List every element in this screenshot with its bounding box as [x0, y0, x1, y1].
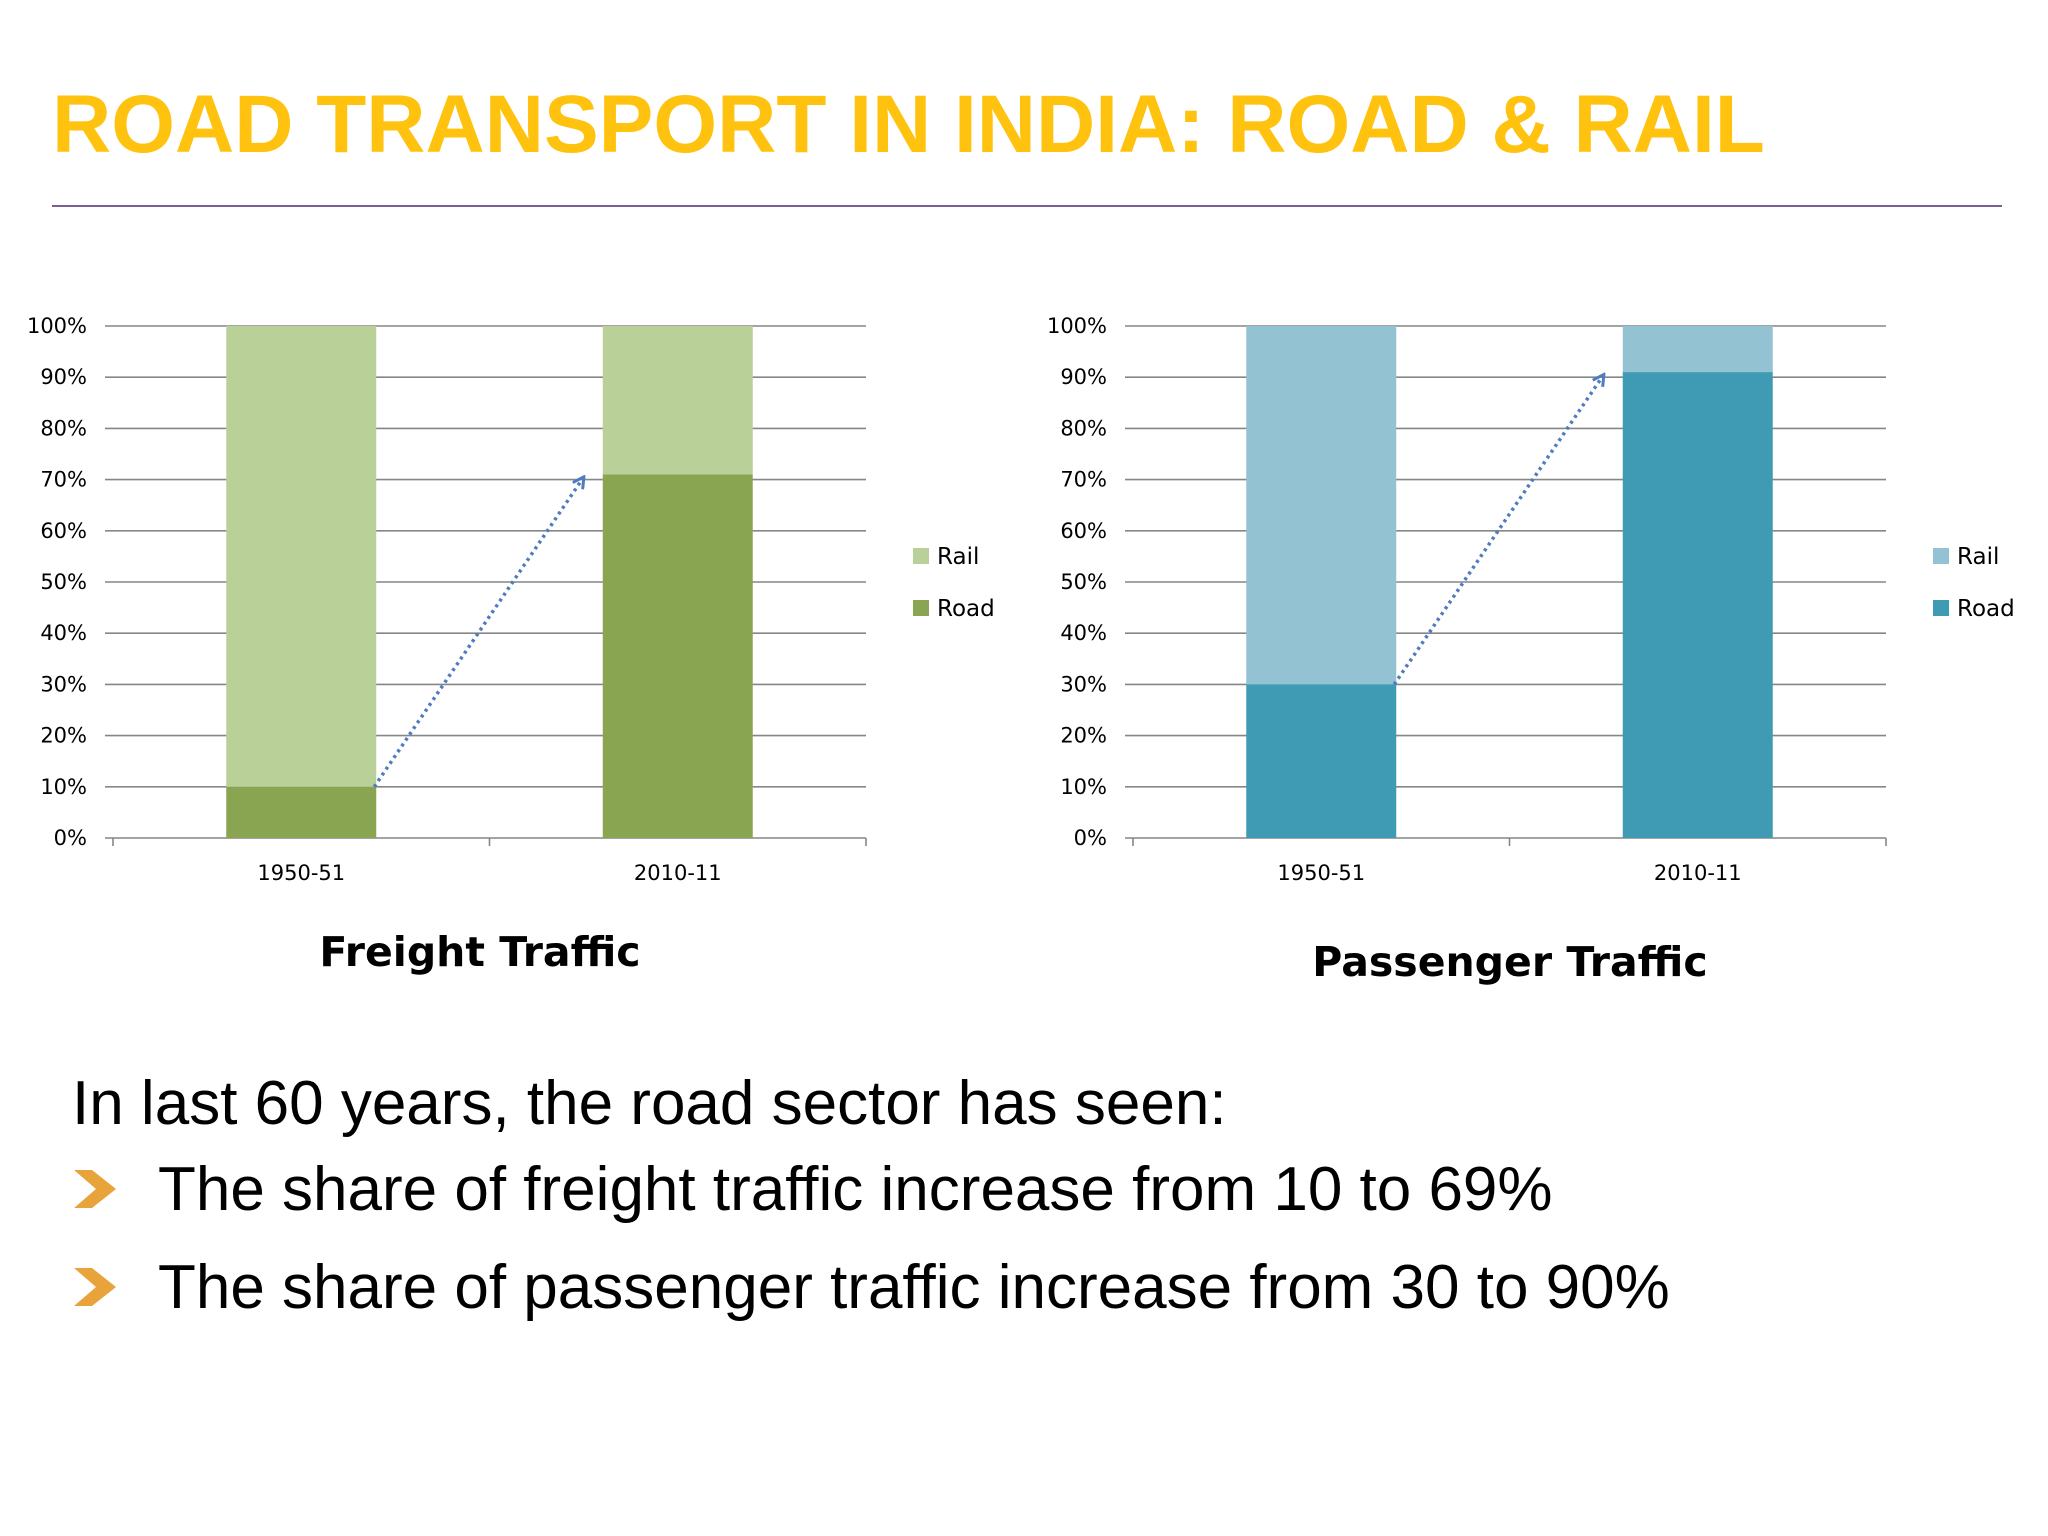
legend-label-rail: Rail: [937, 544, 979, 570]
slide-title: ROAD TRANSPORT IN INDIA: ROAD & RAIL: [52, 79, 1765, 170]
y-tick-label: 80%: [40, 416, 87, 440]
y-tick-label: 90%: [40, 365, 87, 389]
legend-label-rail: Rail: [1957, 544, 1999, 570]
legend-swatch-rail: [913, 548, 929, 564]
y-tick-label: 40%: [1060, 621, 1107, 645]
freight-chart-panel: 0% 10% 20% 30% 40% 50% 60% 70% 80% 90% 100% 1950-51…: [0, 300, 1020, 1020]
y-tick-label: 30%: [1060, 672, 1107, 696]
x-tick-label: 2010-11: [634, 861, 722, 885]
bar-road-2010-11: [1622, 372, 1773, 838]
legend-swatch-rail: [1933, 548, 1949, 564]
y-tick-label: 50%: [40, 570, 87, 594]
passenger-chart-caption: Passenger Traffic: [1312, 938, 1708, 986]
x-tick-label: 1950-51: [1277, 861, 1365, 885]
bullet-text: The share of passenger traffic increase …: [158, 1252, 1670, 1322]
y-tick-label: 20%: [1060, 724, 1107, 748]
y-tick-label: 100%: [1047, 314, 1107, 338]
y-tick-label: 30%: [40, 672, 87, 696]
passenger-chart: 0% 10% 20% 30% 40% 50% 60% 70% 80% 90% 100% 1950-51…: [1047, 314, 2015, 885]
bar-rail-1950-51: [1246, 326, 1397, 685]
y-tick-label: 80%: [1060, 416, 1107, 440]
bar-rail-1950-51: [226, 326, 377, 787]
bar-rail-2010-11: [602, 326, 753, 475]
bar-road-1950-51: [1246, 684, 1397, 838]
y-tick-label: 60%: [40, 519, 87, 543]
bar-rail-2010-11: [1622, 326, 1773, 373]
y-tick-label: 60%: [1060, 519, 1107, 543]
legend-label-road: Road: [1957, 596, 2015, 622]
bullet-text: The share of freight traffic increase fr…: [158, 1154, 1553, 1224]
bar-road-2010-11: [602, 474, 753, 838]
legend-swatch-road: [913, 600, 929, 616]
bullet-item: The share of freight traffic increase fr…: [72, 1140, 1670, 1238]
x-tick-label: 1950-51: [257, 861, 345, 885]
summary-text: In last 60 years, the road sector has se…: [72, 1068, 1670, 1336]
trend-arrow: [372, 478, 583, 788]
y-tick-label: 90%: [1060, 365, 1107, 389]
y-tick-label: 20%: [40, 724, 87, 748]
chevron-right-icon: [74, 1268, 116, 1306]
bullet-item: The share of passenger traffic increase …: [72, 1238, 1670, 1336]
chevron-right-icon: [74, 1170, 116, 1208]
y-tick-label: 10%: [1060, 775, 1107, 799]
y-tick-label: 0%: [1074, 826, 1107, 850]
bar-road-1950-51: [226, 786, 377, 838]
legend-label-road: Road: [937, 596, 995, 622]
trend-arrow: [1392, 376, 1603, 686]
y-tick-label: 10%: [40, 775, 87, 799]
y-tick-label: 0%: [54, 826, 87, 850]
freight-chart-caption: Freight Traffic: [319, 928, 641, 976]
title-divider: [52, 205, 2002, 207]
y-tick-label: 70%: [1060, 468, 1107, 492]
y-tick-label: 100%: [27, 314, 87, 338]
legend-swatch-road: [1933, 600, 1949, 616]
y-tick-label: 40%: [40, 621, 87, 645]
freight-chart: 0% 10% 20% 30% 40% 50% 60% 70% 80% 90% 100% 1950-51…: [27, 314, 995, 885]
passenger-chart-panel: 0% 10% 20% 30% 40% 50% 60% 70% 80% 90% 100% 1950-51…: [1020, 300, 2040, 1020]
y-tick-label: 50%: [1060, 570, 1107, 594]
y-tick-label: 70%: [40, 468, 87, 492]
x-tick-label: 2010-11: [1654, 861, 1742, 885]
summary-intro: In last 60 years, the road sector has se…: [72, 1069, 1227, 1138]
